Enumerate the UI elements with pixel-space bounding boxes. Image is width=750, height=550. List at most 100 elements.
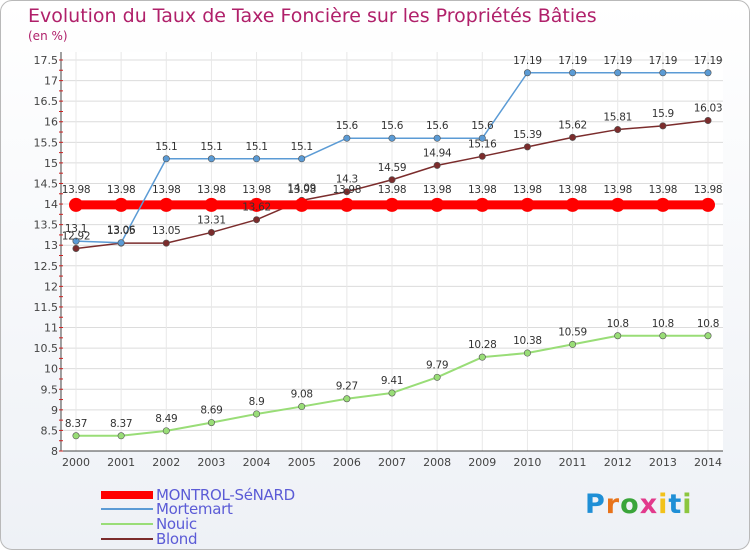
data-label-s0-11: 13.98	[558, 184, 587, 196]
point-s2-6	[343, 395, 351, 403]
data-label-s1-9: 15.6	[471, 120, 494, 132]
data-label-s0-0: 13.98	[62, 184, 91, 196]
x-tick-label-0: 2000	[62, 456, 90, 469]
x-tick-label-7: 2007	[378, 456, 406, 469]
point-s2-8	[433, 373, 441, 381]
data-label-s3-10: 15.39	[513, 129, 542, 141]
point-s2-10	[523, 349, 531, 357]
point-s2-1	[117, 432, 125, 440]
y-tick-label-5: 10.5	[34, 342, 59, 355]
point-s2-12	[614, 332, 622, 340]
point-s2-4	[253, 410, 261, 418]
y-tick-label-12: 14	[44, 198, 58, 211]
x-tick-label-1: 2001	[107, 456, 135, 469]
data-label-s3-8: 14.94	[423, 147, 452, 159]
y-tick-label-9: 12.5	[34, 260, 59, 273]
data-label-s0-4: 13.98	[242, 184, 271, 196]
data-label-s3-2: 13.05	[152, 225, 181, 237]
point-s3-13	[659, 122, 667, 130]
x-tick-label-12: 2012	[604, 456, 632, 469]
point-s2-13	[659, 332, 667, 340]
point-s3-9	[478, 152, 486, 160]
data-label-s2-8: 9.79	[426, 359, 448, 371]
point-s0-14	[701, 197, 715, 212]
point-s2-7	[388, 389, 396, 397]
data-label-s3-0: 12.92	[62, 231, 91, 243]
data-label-s0-10: 13.98	[513, 184, 542, 196]
data-label-s0-13: 13.98	[649, 184, 678, 196]
data-label-s2-1: 8.37	[110, 418, 132, 430]
y-tick-label-2: 9	[51, 404, 58, 417]
x-tick-label-10: 2010	[513, 456, 541, 469]
data-label-s1-12: 17.19	[603, 55, 632, 67]
data-label-s0-9: 13.98	[468, 184, 497, 196]
x-tick-label-13: 2013	[649, 456, 677, 469]
data-label-s1-7: 15.6	[381, 120, 404, 132]
x-tick-label-6: 2006	[333, 456, 361, 469]
data-label-s2-6: 9.27	[336, 381, 358, 393]
data-label-s0-1: 13.98	[107, 184, 136, 196]
data-label-s3-12: 15.81	[603, 112, 632, 124]
point-s3-6	[343, 188, 351, 196]
y-tick-label-17: 16.5	[34, 95, 59, 108]
data-label-s3-11: 15.62	[558, 119, 587, 131]
point-s1-12	[614, 69, 622, 77]
point-s0-4	[249, 197, 264, 212]
point-s1-4	[253, 155, 261, 163]
logo-letter: t	[668, 489, 683, 520]
legend-swatch-nouic	[101, 523, 153, 525]
data-label-s3-9: 15.16	[468, 138, 497, 150]
legend-item-nouic: Nouic	[101, 515, 197, 533]
point-s0-3	[204, 197, 219, 212]
x-tick-label-3: 2003	[197, 456, 225, 469]
legend-label-mortemart: Mortemart	[156, 500, 233, 518]
data-label-s3-4: 13.62	[242, 202, 271, 214]
y-tick-label-10: 13	[44, 239, 58, 252]
data-label-s1-8: 15.6	[426, 120, 449, 132]
point-s2-3	[207, 419, 215, 427]
chart-title: Evolution du Taux de Taxe Foncière sur l…	[28, 5, 597, 27]
y-tick-label-15: 15.5	[34, 136, 59, 149]
y-tick-label-1: 8.5	[41, 424, 59, 437]
y-tick-label-19: 17.5	[34, 54, 59, 67]
point-s3-7	[388, 176, 396, 184]
x-tick-label-4: 2004	[243, 456, 271, 469]
data-label-s0-7: 13.98	[378, 184, 407, 196]
point-s0-6	[339, 197, 354, 212]
legend-item-blond: Blond	[101, 530, 197, 548]
data-label-s1-6: 15.6	[336, 120, 359, 132]
y-tick-label-14: 15	[44, 157, 58, 170]
point-s1-9	[478, 134, 486, 142]
point-s3-12	[614, 126, 622, 134]
data-label-s1-0: 13.1	[65, 223, 87, 235]
data-label-s2-7: 9.41	[381, 375, 403, 387]
data-label-s2-0: 8.37	[65, 418, 87, 430]
legend-label-nouic: Nouic	[156, 515, 197, 533]
x-tick-label-14: 2014	[694, 456, 722, 469]
data-label-s3-14: 16.03	[694, 103, 723, 115]
data-label-s2-4: 8.9	[249, 396, 265, 408]
point-s0-13	[655, 197, 670, 212]
data-label-s3-6: 14.3	[336, 174, 358, 186]
logo-letter: i	[658, 489, 669, 520]
data-label-s0-6: 13.98	[333, 184, 362, 196]
point-s0-9	[475, 197, 490, 212]
data-label-s1-4: 15.1	[245, 141, 267, 153]
point-s1-7	[388, 134, 396, 142]
legend-swatch-montrol	[101, 491, 153, 499]
point-s2-11	[569, 340, 577, 348]
data-label-s2-12: 10.8	[607, 318, 629, 330]
logo-letter: P	[585, 489, 606, 520]
point-s0-8	[430, 197, 445, 212]
point-s1-5	[298, 155, 306, 163]
logo-letter: i	[682, 489, 693, 520]
point-s1-10	[523, 69, 531, 77]
point-s1-0	[72, 237, 80, 245]
point-s2-9	[478, 353, 486, 361]
data-label-s2-10: 10.38	[513, 335, 542, 347]
data-label-s1-13: 17.19	[649, 55, 678, 67]
data-label-s3-13: 15.9	[652, 108, 674, 120]
y-tick-label-11: 13.5	[34, 219, 59, 232]
y-tick-label-8: 12	[44, 280, 58, 293]
